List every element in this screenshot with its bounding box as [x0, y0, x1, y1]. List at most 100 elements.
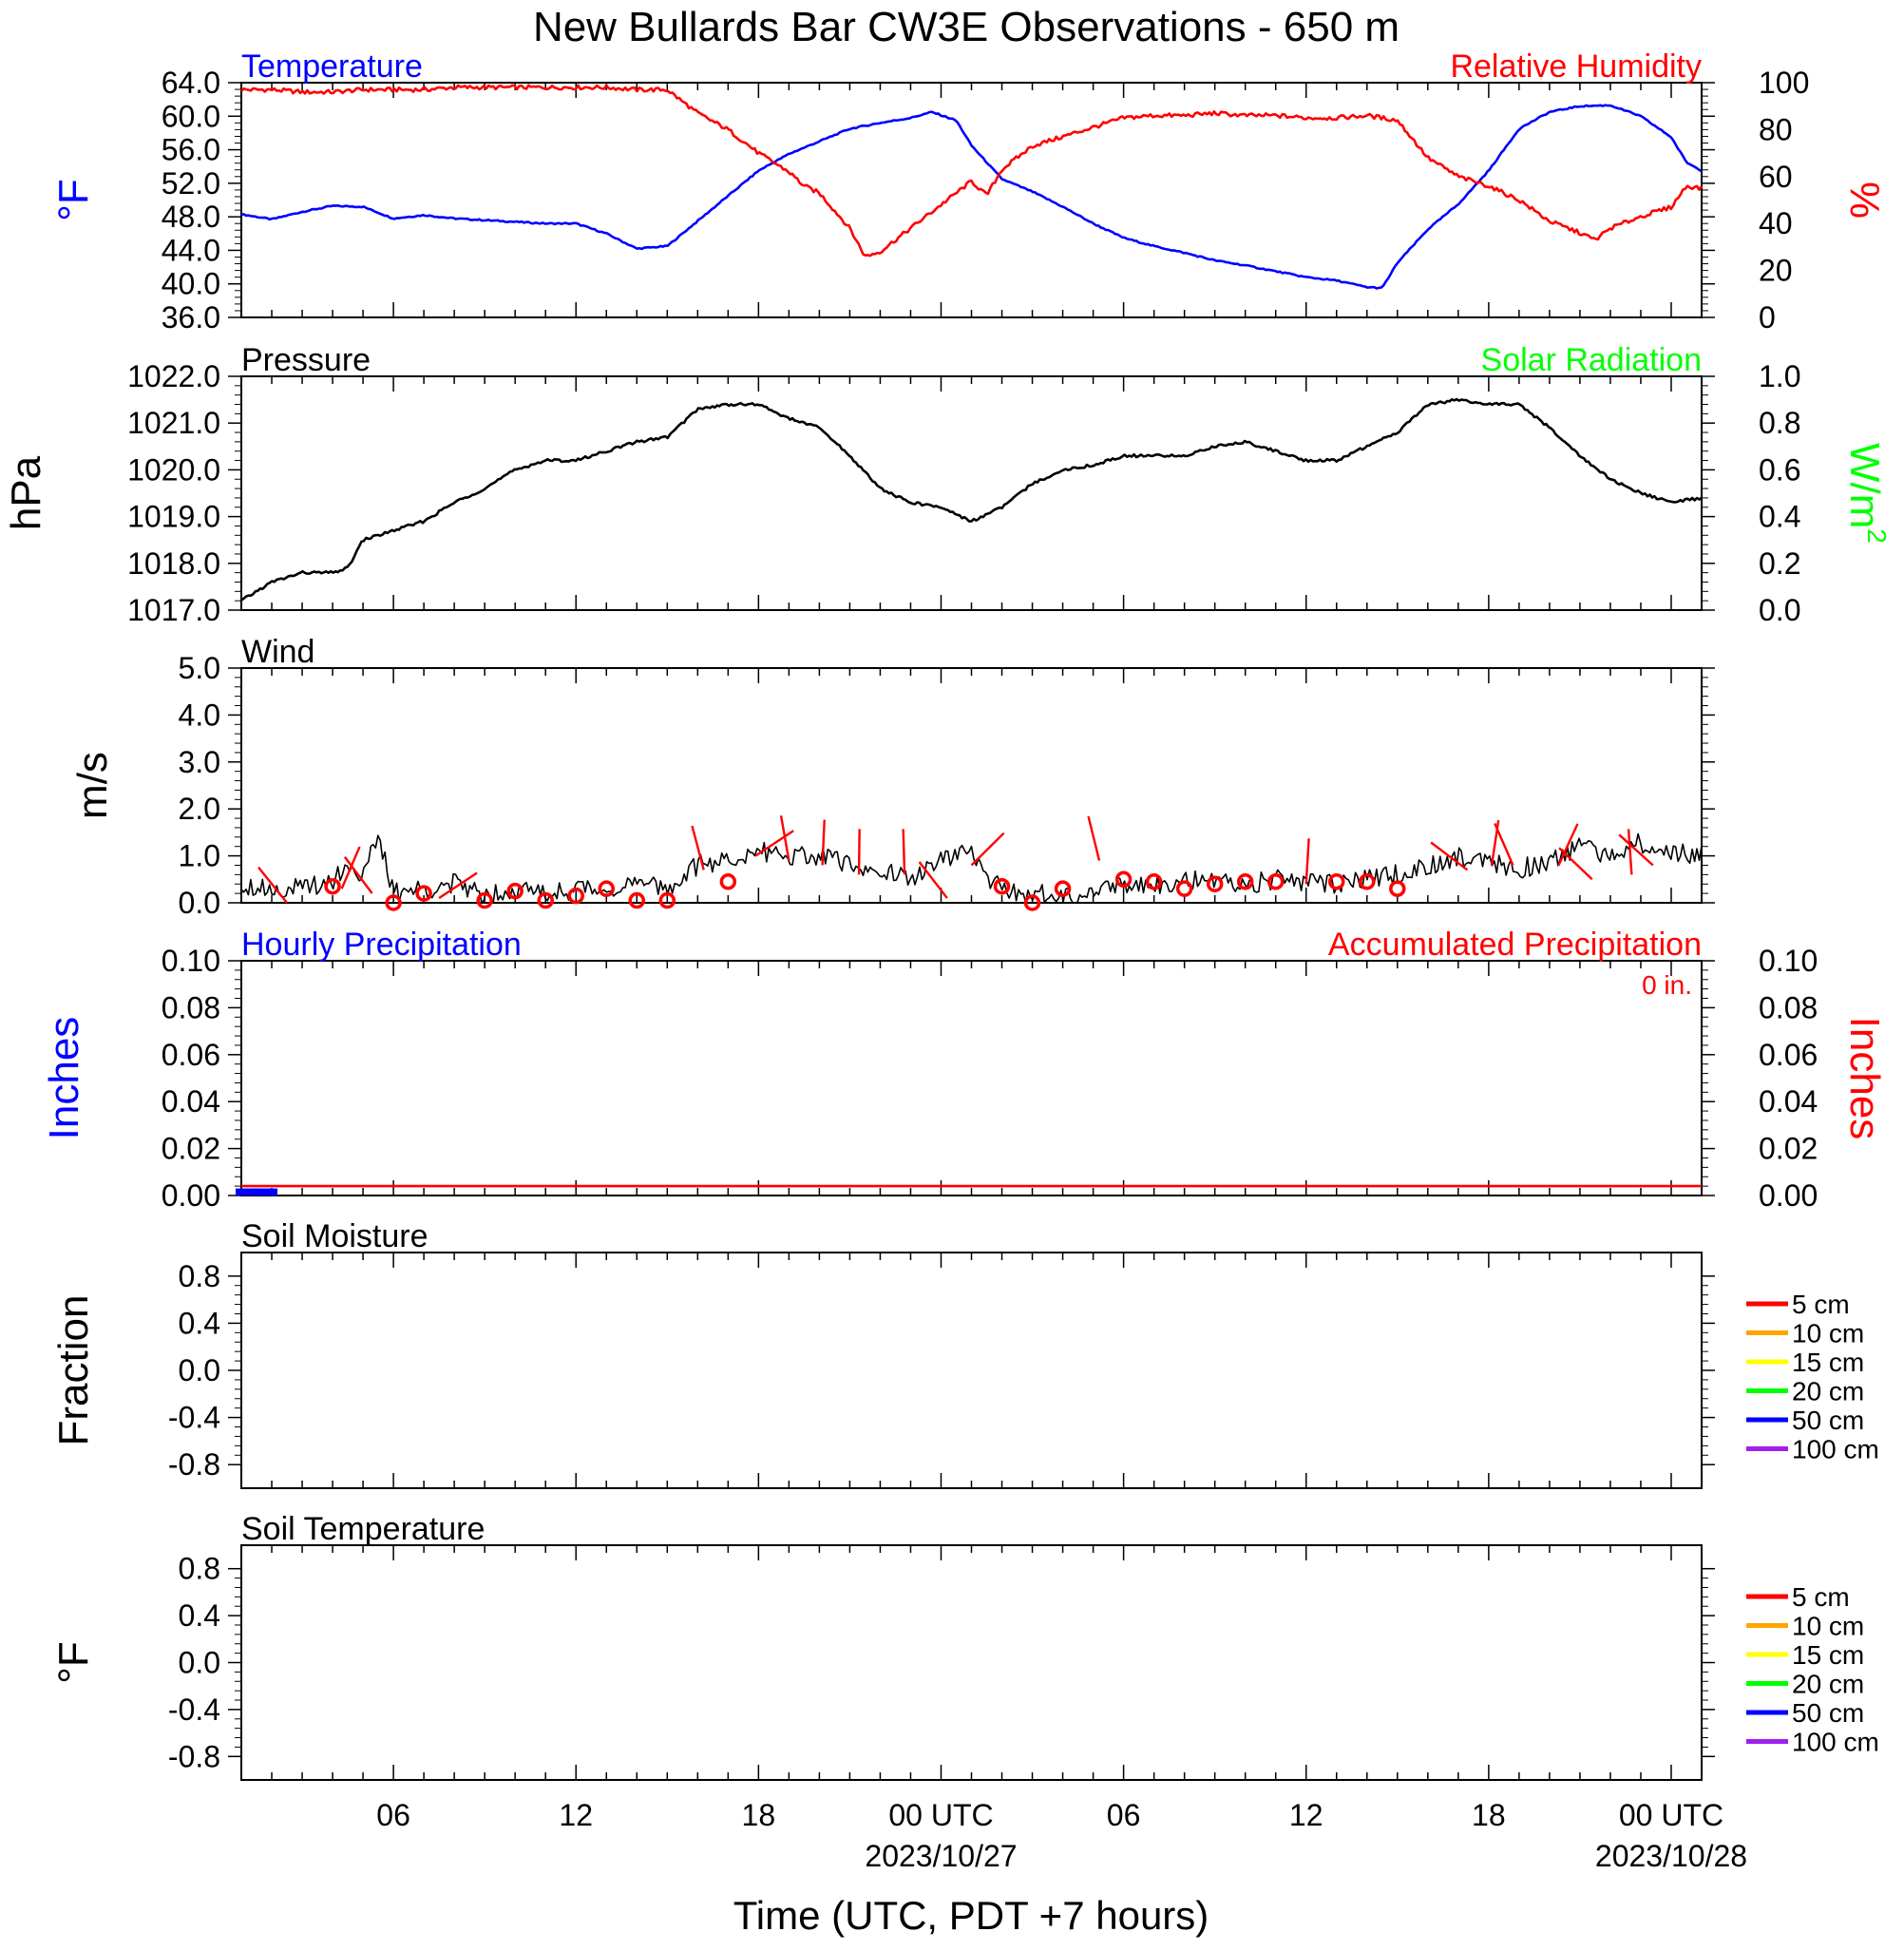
wind-barb-staff — [691, 825, 705, 870]
wind-y-tick-label: 0.0 — [179, 886, 220, 920]
wind-calm-marker — [1054, 880, 1072, 897]
wind-barb-staff — [970, 832, 1005, 867]
pressure-y-right-tick-label: 0.8 — [1759, 406, 1800, 440]
wind-calm-marker — [506, 882, 524, 900]
soil_moisture-legend-label: 5 cm — [1792, 1290, 1850, 1319]
x-tick-date-label: 2023/10/27 — [865, 1839, 1017, 1873]
soil_moisture-legend-label: 100 cm — [1792, 1435, 1879, 1464]
temp_rh-y-right-tick-label: 60 — [1759, 160, 1793, 194]
precip-y-tick-label: 0.02 — [162, 1132, 220, 1166]
soil_temperature-y-axis-label: °F — [50, 1641, 97, 1683]
wind-barb-staff — [340, 846, 361, 889]
precip-y-tick-label: 0.00 — [162, 1178, 220, 1213]
soil_temperature-legend-label: 100 cm — [1792, 1728, 1879, 1757]
temp_rh-y-tick-label: 40.0 — [162, 267, 220, 301]
soil_moisture-legend-label: 20 cm — [1792, 1377, 1864, 1406]
pressure-frame — [240, 375, 1703, 611]
temp_rh-y-right-tick-label: 80 — [1759, 112, 1793, 146]
soil_temperature-frame — [240, 1544, 1703, 1781]
soil_temperature-y-tick-label: 0.8 — [179, 1552, 220, 1586]
temp_rh-y-axis-label-right: % — [1841, 182, 1888, 219]
precip-y-right-tick-label: 0.10 — [1759, 944, 1818, 978]
wind-calm-marker — [1389, 880, 1406, 897]
pressure-y-axis-label-right-superscript: 2 — [1862, 528, 1892, 544]
wind-barb-staff — [1557, 823, 1579, 866]
wind-title-left: Wind — [241, 634, 314, 670]
pressure-y-tick-label: 1019.0 — [127, 500, 220, 534]
wind-calm-marker — [385, 894, 402, 911]
wind-barb-staff — [1627, 829, 1633, 875]
wind-calm-marker — [1266, 873, 1285, 890]
pressure-y-right-tick-label: 0.0 — [1759, 593, 1800, 627]
wind-calm-marker — [1023, 894, 1041, 911]
soil_moisture-y-tick-label: 0.8 — [179, 1259, 220, 1293]
pressure-y-right-tick-label: 0.2 — [1759, 546, 1800, 581]
precip-y-right-tick-label: 0.02 — [1759, 1132, 1818, 1166]
pressure-y-tick-label: 1020.0 — [127, 452, 220, 487]
wind-calm-marker — [1206, 875, 1224, 892]
wind-y-tick-label: 4.0 — [179, 698, 220, 732]
wind-calm-marker — [1328, 873, 1345, 890]
pressure-y-right-tick-label: 1.0 — [1759, 359, 1800, 393]
x-tick-label: 18 — [1472, 1798, 1506, 1832]
x-tick-label: 12 — [559, 1798, 593, 1832]
wind-barb-staff — [438, 871, 478, 900]
temp_rh-y-right-tick-label: 100 — [1759, 66, 1809, 100]
soil_temperature-y-tick-label: -0.8 — [168, 1739, 220, 1773]
x-axis-label: Time (UTC, PDT +7 hours) — [733, 1893, 1209, 1938]
precip-title-left: Hourly Precipitation — [241, 927, 522, 963]
temp_rh-y-tick-label: 60.0 — [162, 99, 220, 133]
wind-calm-marker — [628, 891, 646, 909]
wind-barb-staff — [1430, 841, 1469, 871]
soil_moisture-legend-label: 15 cm — [1792, 1348, 1864, 1377]
x-tick-label: 18 — [742, 1798, 776, 1832]
wind-y-tick-label: 3.0 — [179, 745, 220, 779]
soil_moisture-y-tick-label: 0.0 — [179, 1353, 220, 1387]
precip-y-axis-label: Inches — [41, 1017, 87, 1140]
wind-barb-staff — [1618, 833, 1654, 867]
pressure-y-axis-label-right: W/m2 — [1841, 443, 1892, 544]
wind-calm-marker — [324, 877, 341, 895]
temp_rh-y-tick-label: 56.0 — [162, 133, 220, 167]
soil_temperature-y-tick-label: -0.4 — [168, 1693, 220, 1727]
wind-y-tick-label: 2.0 — [179, 792, 220, 826]
temp_rh-y-right-tick-label: 0 — [1759, 300, 1776, 335]
wind-calm-marker — [719, 873, 737, 890]
soil_moisture-y-tick-label: -0.4 — [168, 1401, 220, 1435]
soil_moisture-y-tick-label: 0.4 — [179, 1306, 220, 1340]
precip-y-tick-label: 0.08 — [162, 990, 220, 1024]
wind-calm-marker — [658, 891, 676, 909]
precip-bar — [251, 1188, 278, 1195]
precip-annotation: 0 in. — [1642, 970, 1692, 1000]
wind-barb-staff — [1494, 823, 1514, 866]
precip-y-axis-label-right: Inches — [1841, 1017, 1888, 1140]
x-tick-date-label: 2023/10/28 — [1595, 1839, 1747, 1873]
pressure-y-tick-label: 1021.0 — [127, 406, 220, 440]
precip-title-right: Accumulated Precipitation — [1328, 927, 1702, 963]
figure-title: New Bullards Bar CW3E Observations - 650… — [533, 4, 1399, 50]
pressure-series-line-0 — [240, 397, 1703, 602]
x-tick-label: 06 — [376, 1798, 410, 1832]
soil_moisture-frame — [240, 1252, 1703, 1489]
temp_rh-y-right-tick-label: 40 — [1759, 206, 1793, 240]
pressure-y-right-tick-label: 0.4 — [1759, 500, 1800, 534]
wind-calm-marker — [1145, 873, 1163, 890]
soil_temperature-legend-label: 10 cm — [1792, 1612, 1864, 1641]
soil_moisture-legend-label: 50 cm — [1792, 1406, 1864, 1435]
wind-barb-staff — [857, 829, 861, 875]
pressure-y-tick-label: 1018.0 — [127, 546, 220, 581]
temp_rh-series-line-1 — [240, 84, 1704, 258]
soil_moisture-legend-label: 10 cm — [1792, 1319, 1864, 1348]
x-tick-label: 00 UTC — [1619, 1798, 1723, 1832]
temp_rh-series-line-0 — [240, 104, 1703, 290]
precip-y-right-tick-label: 0.00 — [1759, 1178, 1818, 1213]
wind-calm-marker — [415, 885, 432, 902]
x-tick-label: 00 UTC — [888, 1798, 993, 1832]
wind-barb-staff — [1558, 847, 1593, 881]
temp_rh-y-tick-label: 52.0 — [162, 166, 220, 201]
wind-barb-staff — [779, 815, 790, 861]
precip-y-right-tick-label: 0.08 — [1759, 990, 1818, 1024]
wind-series-line-0 — [240, 832, 1703, 904]
temp_rh-frame — [240, 82, 1703, 318]
